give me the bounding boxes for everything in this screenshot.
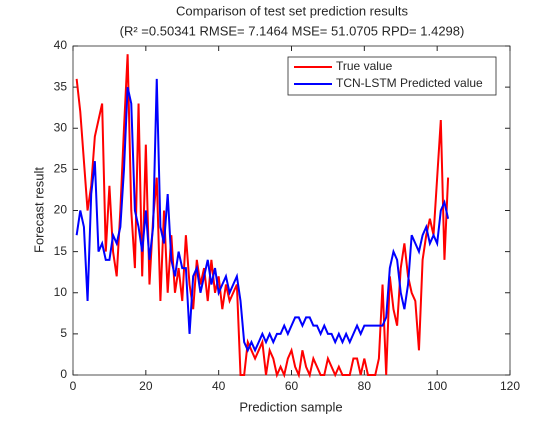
chart-subtitle: (R² =0.50341 RMSE= 7.1464 MSE= 51.0705 R…	[120, 23, 465, 38]
y-axis-label: Forecast result	[31, 167, 46, 253]
y-tick-label: 30	[54, 120, 68, 134]
chart-title: Comparison of test set prediction result…	[176, 3, 408, 18]
data-line	[75, 78, 450, 353]
legend-label: TCN-LSTM Predicted value	[336, 76, 483, 90]
y-tick-label: 15	[54, 244, 68, 258]
x-tick-label: 100	[427, 379, 447, 393]
legend-box	[287, 56, 497, 96]
x-tick-label: 0	[70, 379, 77, 393]
y-tick-label: 35	[54, 79, 68, 93]
x-tick-label: 80	[358, 379, 372, 393]
data-line	[75, 54, 450, 379]
y-tick-label: 25	[54, 162, 68, 176]
y-tick-label: 20	[54, 203, 68, 217]
legend-label: True value	[336, 59, 393, 73]
x-tick-label: 60	[285, 379, 299, 393]
x-tick-label: 20	[139, 379, 153, 393]
x-axis-label: Prediction sample	[239, 399, 342, 414]
x-tick-label: 120	[500, 379, 520, 393]
y-tick-label: 0	[60, 367, 67, 381]
x-tick-label: 40	[212, 379, 226, 393]
y-tick-label: 10	[54, 285, 68, 299]
y-tick-label: 5	[60, 326, 67, 340]
y-tick-label: 40	[54, 38, 68, 52]
